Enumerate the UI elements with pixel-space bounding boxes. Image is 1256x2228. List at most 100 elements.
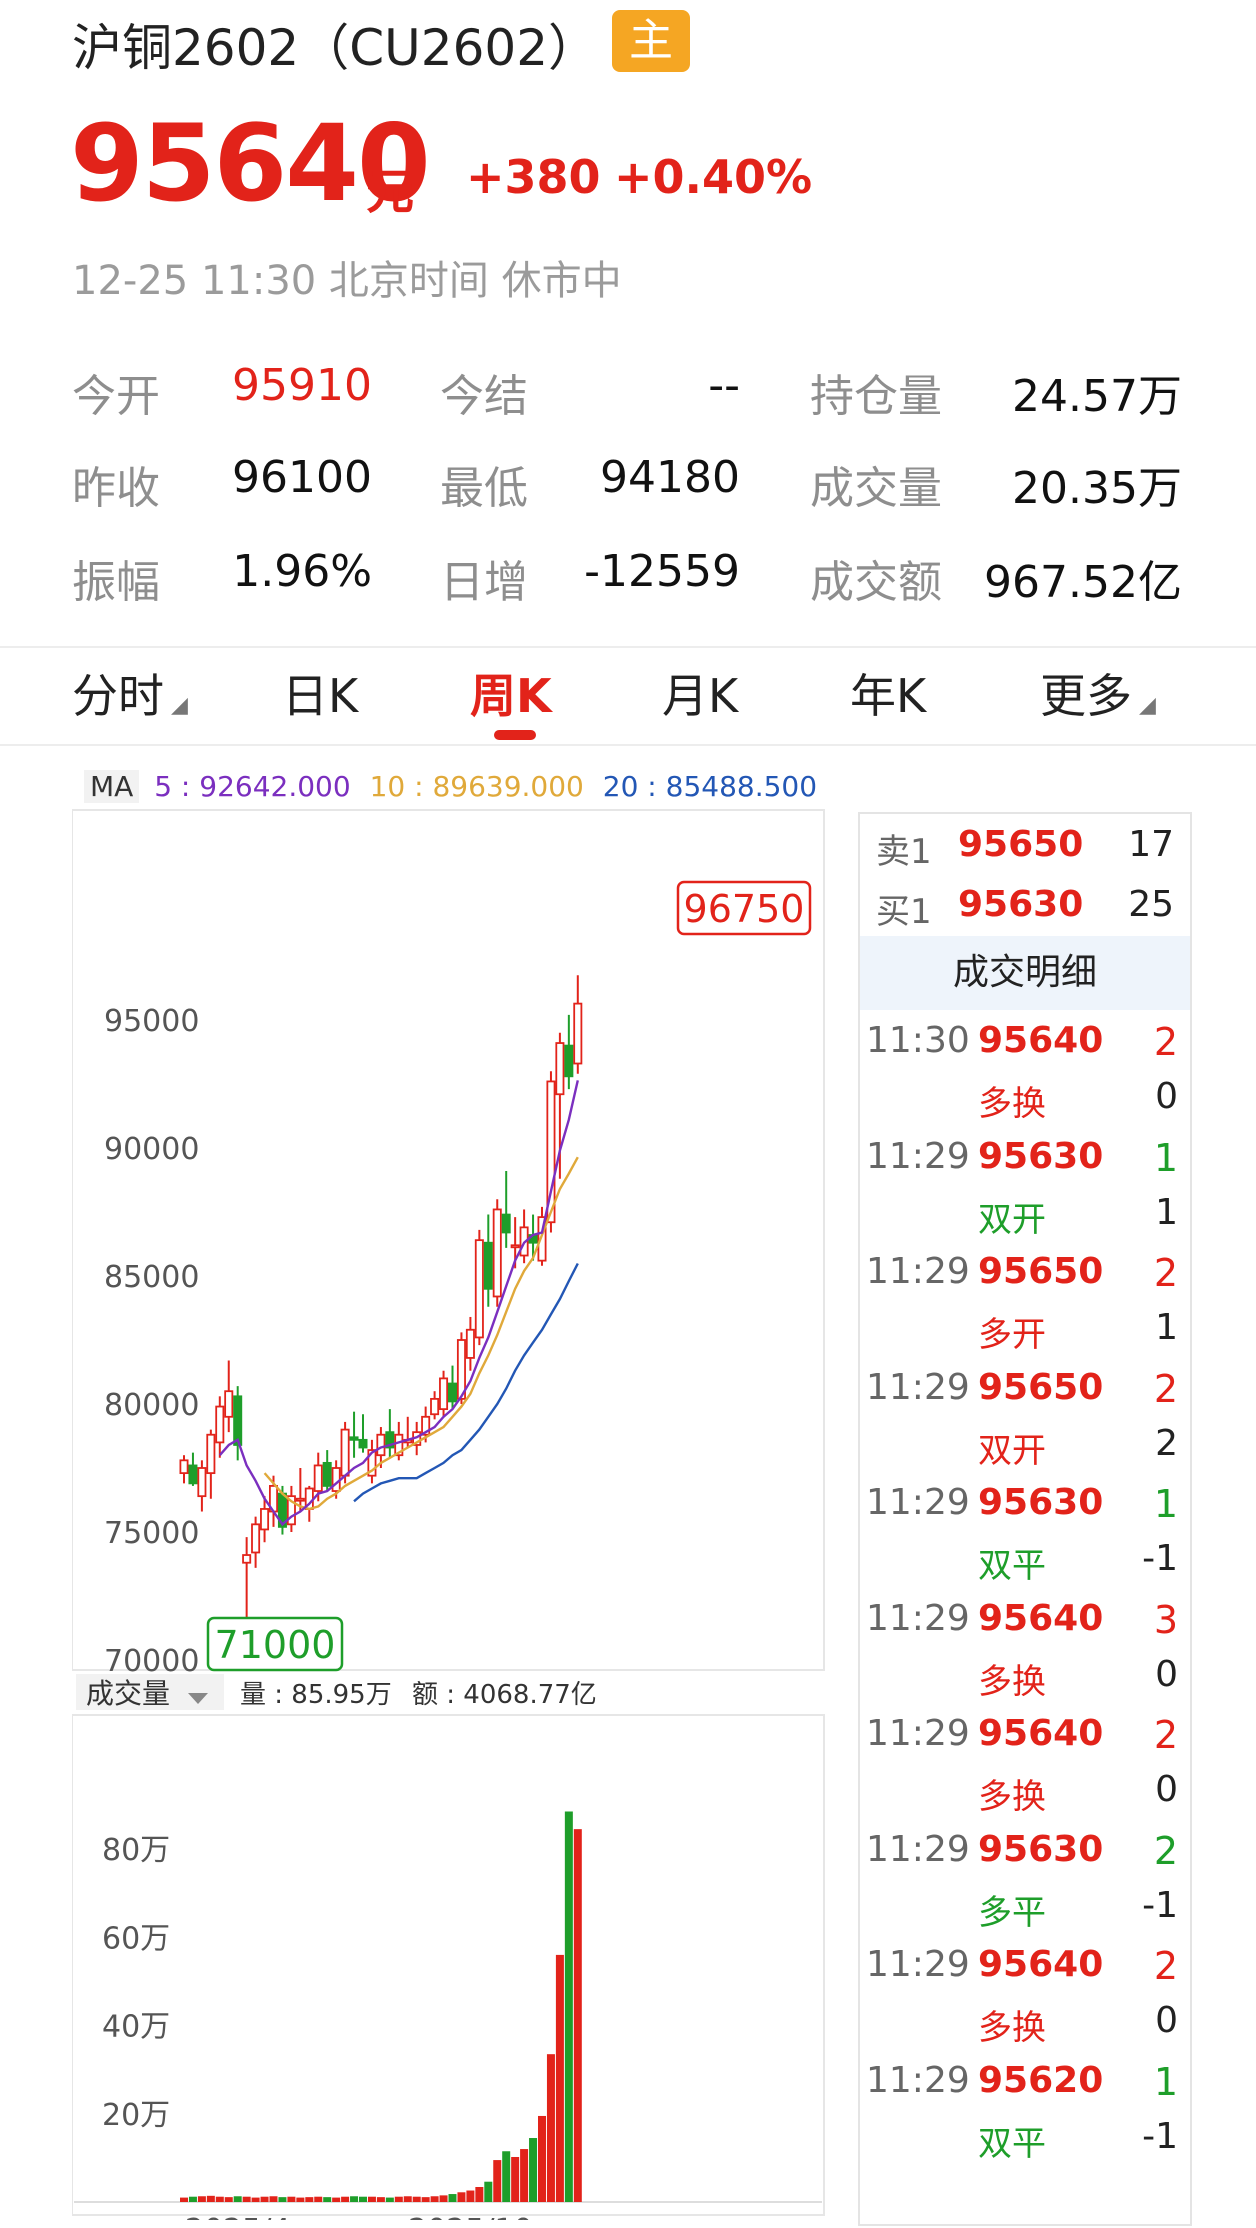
volume-bar [466, 2190, 475, 2202]
trade-price: 95640 [978, 1713, 1104, 1754]
last-price: 95640 [70, 102, 431, 225]
stat-value: -12559 [584, 546, 740, 597]
market-status: 12-25 11:30 北京时间 休市中 [72, 258, 622, 304]
trade-time: 11:29 [866, 1251, 970, 1292]
instrument-title: 沪铜2602（CU2602） [72, 19, 599, 77]
open-interest-change: 1 [1155, 1307, 1178, 1348]
stat-label: 日增 [440, 557, 528, 608]
candle-body [322, 1461, 332, 1487]
volume-bar [439, 2195, 448, 2202]
candle-body [188, 1464, 198, 1485]
stat-value: 967.52亿 [984, 557, 1182, 608]
tab-5[interactable]: 更多 ◢ [1040, 660, 1156, 726]
amount-value: 额 : 4068.77亿 [412, 1680, 597, 1710]
volume-axis-tick: 80万 [102, 1833, 170, 1868]
candle-body [394, 1433, 404, 1457]
volume-bar [367, 2196, 376, 2202]
volume-bar [251, 2197, 260, 2202]
trade-type: 多换 [978, 1777, 1046, 1817]
ma-legend: MA 5 : 92642.000 10 : 89639.000 20 : 854… [84, 770, 817, 803]
volume-bar [287, 2196, 296, 2202]
price-axis-tick: 75000 [104, 1516, 199, 1551]
candle-body [546, 1080, 556, 1224]
trade-volume: 1 [1153, 1482, 1178, 1526]
order-book-qty: 25 [1128, 884, 1174, 925]
trade-volume: 1 [1153, 1135, 1178, 1180]
volume-bar [206, 2195, 215, 2202]
volume-bar [493, 2160, 502, 2202]
volume-header-bg [76, 1674, 224, 1710]
trade-time: 11:29 [866, 1944, 970, 1985]
trade-time: 11:30 [866, 1020, 970, 1061]
candle-body [233, 1395, 243, 1446]
tab-label: 年K [850, 669, 927, 723]
candle-body [251, 1523, 261, 1554]
tab-label: 分时 [72, 669, 164, 723]
tab-3[interactable]: 月K [662, 660, 738, 726]
candle-body [564, 1044, 574, 1078]
trade-volume: 2 [1153, 1020, 1178, 1064]
ma20-line [353, 1262, 579, 1503]
trade-time: 11:29 [866, 1482, 970, 1523]
trade-volume: 3 [1153, 1597, 1178, 1642]
volume-bar [484, 2181, 493, 2202]
trade-price: 95620 [978, 2059, 1104, 2101]
volume-axis-tick: 20万 [102, 2098, 170, 2133]
candle-body [367, 1449, 377, 1477]
volume-bar [341, 2196, 350, 2202]
trade-type: 双平 [978, 2123, 1046, 2164]
tab-2[interactable]: 周K [470, 660, 552, 726]
ma5-line [218, 1080, 579, 1527]
candle-body [421, 1415, 431, 1436]
low-price-label: 71000 [206, 1616, 344, 1672]
tab-label: 月K [662, 669, 739, 723]
price-panel-frame [72, 809, 825, 1671]
trade-type: 多换 [978, 1084, 1046, 1124]
trade-time: 11:29 [866, 1366, 970, 1408]
trade-type: 双开 [978, 1430, 1046, 1471]
price-axis-tick: 80000 [104, 1388, 199, 1423]
candle-body [295, 1497, 305, 1502]
trade-panel [858, 812, 1192, 2226]
volume-bar [502, 2151, 511, 2202]
kline-chart[interactable]: 95000 90000 85000 80000 75000 70000 96750 71000… [72, 800, 832, 2220]
volume-bar [475, 2186, 484, 2202]
trade-type: 双平 [978, 1546, 1046, 1586]
volume-axis-tick: 40万 [102, 2010, 170, 2045]
candle-body [439, 1377, 449, 1411]
trade-volume: 2 [1153, 1366, 1178, 1411]
trade-time: 11:29 [866, 1135, 970, 1177]
stat-value: -- [708, 360, 740, 411]
candle-body [376, 1433, 386, 1457]
tab-0[interactable]: 分时 ◢ [72, 660, 188, 726]
tab-1[interactable]: 日K [282, 660, 358, 726]
volume-bar [573, 1829, 582, 2202]
volume-bar [242, 2196, 251, 2202]
trade-volume: 1 [1153, 2059, 1178, 2104]
open-interest-change: 0 [1155, 2000, 1178, 2041]
open-interest-change: -1 [1142, 1884, 1178, 1926]
ma20-value: 20 : 85488.500 [602, 770, 818, 803]
stat-label: 成交量 [810, 463, 942, 514]
volume-bar [385, 2197, 394, 2202]
divider [0, 744, 1256, 746]
trade-detail-header[interactable]: 成交明细 [860, 936, 1190, 1010]
tab-4[interactable]: 年K [850, 660, 926, 726]
candle-body [197, 1467, 207, 1498]
stat-value: 95910 [232, 360, 372, 411]
volume-bar [350, 2196, 359, 2202]
main-contract-badge: 主 [612, 10, 690, 72]
order-book-price: 95630 [958, 884, 1084, 925]
trade-price: 95630 [978, 1482, 1104, 1523]
tab-label: 更多 [1040, 669, 1132, 723]
volume-bar [457, 2192, 466, 2202]
volume-bar [529, 2138, 538, 2202]
order-book-label: 买1 [876, 892, 932, 932]
order-book-qty: 17 [1128, 824, 1174, 865]
price-axis-tick: 90000 [104, 1132, 199, 1167]
candle-body [456, 1339, 466, 1400]
volume-bar [180, 2197, 188, 2202]
trade-time: 11:29 [866, 1597, 970, 1639]
stat-label: 持仓量 [810, 371, 942, 422]
trade-volume: 2 [1153, 1944, 1178, 1988]
